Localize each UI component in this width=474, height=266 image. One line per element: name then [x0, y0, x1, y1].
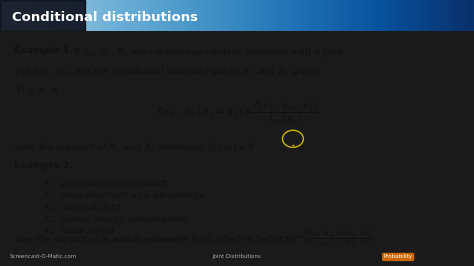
- Bar: [0, 0, 85, 31]
- Text: $X_1$: gross domestic product: $X_1$: gross domestic product: [43, 177, 168, 190]
- Text: $f_{X_2,X_3|X_1=x_1,X_4=x_4,X_5=x_5}(x_2,\ x_3\,|\,X_1 = x_1,\ X_4 = x_4,\ X_5 =: $f_{X_2,X_3|X_1=x_1,X_4=x_4,X_5=x_5}(x_2…: [100, 229, 374, 249]
- Text: $X_3$: national debt: $X_3$: national debt: [43, 201, 121, 214]
- Text: $X_2$: unemployment as a percentage: $X_2$: unemployment as a percentage: [43, 189, 205, 202]
- Text: If $X_1$, $X_2$, $X_3$ are continuous random variables with a joint: If $X_1$, $X_2$, $X_3$ are continuous ra…: [70, 46, 345, 59]
- Text: Screencast-O-Matic.com: Screencast-O-Matic.com: [9, 255, 77, 259]
- Text: Example 2.: Example 2.: [14, 161, 73, 170]
- Text: over the support of $X_2$ and $X_3$ whenever $f_{X_1}(x_1) \neq 0$: over the support of $X_2$ and $X_3$ when…: [14, 142, 255, 155]
- Text: Probability: Probability: [383, 255, 413, 259]
- Text: $f(x_2,\ x_3\,|\,X_1 = x_1) = \dfrac{f(x_1,\ x_2,\ x_3)}{f_{X_1}(x_1)}$: $f(x_2,\ x_3\,|\,X_1 = x_1) = \dfrac{f(x…: [156, 100, 318, 128]
- Text: $X_4$: annual energy consumption: $X_4$: annual energy consumption: [43, 213, 187, 226]
- Text: over the support of $X_2$ and $X_3$ wherever $f_{X_1,\ X_4,\ X_5}(x_1,\ x_4,\ x_: over the support of $X_2$ and $X_3$ wher…: [14, 233, 292, 247]
- Text: +: +: [291, 143, 295, 148]
- Text: Conditional distributions: Conditional distributions: [12, 11, 198, 24]
- Text: $X_5$: trade deficit: $X_5$: trade deficit: [43, 225, 117, 238]
- Text: $X_1 = x_1$ is: $X_1 = x_1$ is: [14, 85, 60, 97]
- Text: Joint Distributions: Joint Distributions: [213, 255, 261, 259]
- Text: pdf $f(x_1,\ x_2,\ x_3)$ the conditional bivariate pdf of $X_2$ and $X_3$ given: pdf $f(x_1,\ x_2,\ x_3)$ the conditional…: [14, 65, 319, 78]
- Text: Example 1.: Example 1.: [14, 46, 73, 55]
